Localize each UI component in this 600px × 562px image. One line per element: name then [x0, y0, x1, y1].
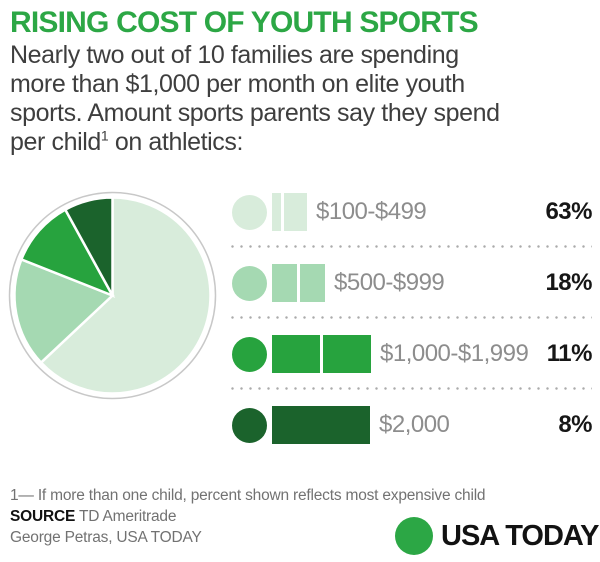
money-bar-segment: [284, 193, 307, 231]
usatoday-wordmark: USA TODAY: [441, 519, 600, 552]
money-bar-group: [272, 406, 370, 444]
legend-label: $1,000-$1,999: [380, 340, 529, 367]
legend-percent: 11%: [546, 340, 593, 367]
source-label: SOURCE: [10, 508, 76, 525]
pie-slice: [39, 196, 212, 395]
usatoday-logo: USA TODAY: [395, 517, 600, 555]
legend-swatch-circle: [232, 336, 267, 372]
subtitle: Nearly two out of 10 families are spendi…: [10, 41, 500, 157]
pie-outer-ring: [8, 191, 217, 400]
legend: $100-$499 63% $500-$999 18% $1,000-$1,999 11%…: [228, 192, 593, 445]
money-bar-segment: [300, 264, 325, 302]
subtitle-line: per child1 on athletics:: [10, 128, 500, 157]
legend-percent: 8%: [558, 411, 592, 438]
pie-chart: [7, 190, 218, 401]
money-bar-group: [272, 264, 325, 302]
pie-chart-svg: [8, 191, 217, 400]
subtitle-line4-rest: on athletics:: [108, 128, 244, 156]
legend-row: $100-$499 63%: [228, 192, 592, 232]
money-bar-segment: [272, 335, 320, 373]
subtitle-line4-text: per child: [10, 128, 101, 156]
dotted-separator: [228, 387, 592, 390]
legend-row: $500-$999 18%: [228, 263, 592, 303]
legend-row: $2,000 8%: [228, 405, 592, 445]
legend-swatch-circle: [232, 194, 267, 230]
subtitle-line: sports. Amount sports parents say they s…: [10, 99, 500, 127]
money-bar-segment: [272, 264, 297, 302]
legend-label: $500-$999: [334, 269, 445, 296]
source-line: SOURCE TD Ameritrade: [10, 508, 176, 526]
money-bar-group: [272, 335, 371, 373]
legend-percent: 18%: [545, 269, 592, 296]
footnote-marker: 1: [100, 127, 109, 144]
legend-label: $100-$499: [316, 198, 427, 225]
legend-swatch-circle: [232, 407, 267, 443]
legend-label: $2,000: [379, 411, 450, 438]
footnote: 1— If more than one child, percent shown…: [10, 487, 486, 504]
subtitle-line: Nearly two out of 10 families are spendi…: [10, 41, 459, 69]
byline: George Petras, USA TODAY: [10, 529, 202, 546]
dotted-separator: [228, 316, 592, 319]
pie-slice: [63, 196, 114, 297]
pie-slice: [13, 257, 115, 365]
legend-row: $1,000-$1,999 11%: [228, 334, 593, 374]
source-value: TD Ameritrade: [78, 508, 177, 525]
money-bar-group: [272, 193, 307, 231]
legend-swatch-circle: [232, 265, 267, 301]
money-bar-segment: [323, 335, 371, 373]
page-title: RISING COST OF YOUTH SPORTS: [10, 6, 479, 39]
usatoday-circle-icon: [395, 517, 433, 555]
legend-percent: 63%: [545, 198, 592, 225]
pie-slice: [19, 207, 116, 298]
subtitle-line: more than $1,000 per month on elite yout…: [10, 70, 465, 98]
money-bar-segment: [272, 406, 370, 444]
dotted-separator: [228, 245, 592, 248]
money-bar-segment: [272, 193, 281, 231]
